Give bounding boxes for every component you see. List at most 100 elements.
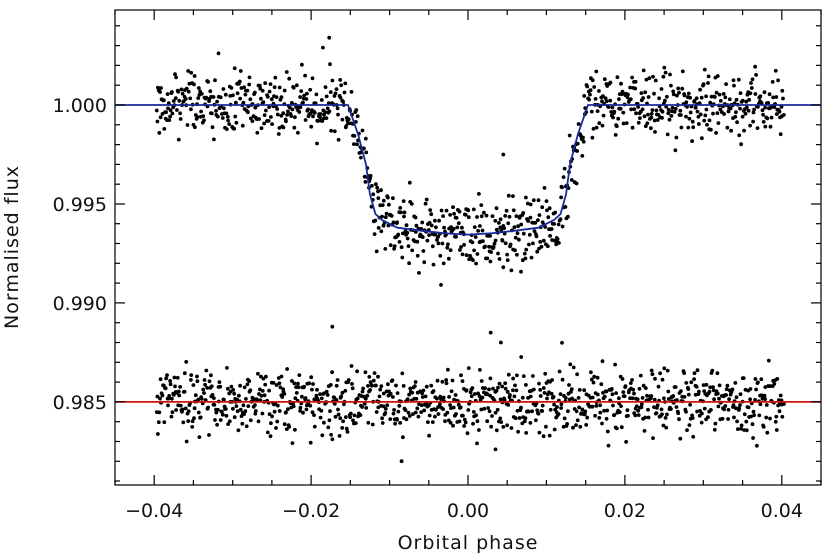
light-curve-point — [154, 108, 159, 113]
residual-point — [724, 393, 728, 397]
residual-point — [574, 423, 578, 427]
light-curve-point — [294, 83, 299, 88]
residual-point — [665, 412, 669, 417]
residual-point — [193, 393, 198, 398]
outlier-point — [501, 152, 506, 157]
residual-point — [734, 406, 738, 411]
light-curve-point — [264, 108, 268, 113]
residual-point — [238, 407, 243, 412]
light-curve-point — [771, 95, 776, 100]
residual-point — [239, 414, 244, 418]
light-curve-point — [576, 122, 581, 126]
light-curve-point — [588, 92, 592, 97]
x-tick-label: −0.04 — [125, 500, 183, 522]
residual-point — [710, 368, 715, 373]
y-axis-title: Normalised flux — [1, 165, 23, 329]
residual-point — [544, 424, 548, 429]
residual-point — [173, 384, 177, 389]
light-curve-point — [206, 80, 211, 84]
residual-point — [486, 406, 490, 410]
residual-point — [272, 409, 277, 414]
residual-point — [258, 387, 262, 392]
residual-point — [635, 397, 640, 402]
light-curve-point — [216, 114, 220, 119]
light-curve-point — [756, 105, 760, 109]
residual-point — [726, 417, 730, 421]
residual-point — [471, 410, 476, 414]
residual-point — [692, 377, 696, 381]
light-curve-point — [173, 96, 178, 100]
light-curve-point — [643, 124, 648, 129]
residual-point — [604, 416, 609, 421]
light-curve-point — [528, 215, 533, 220]
light-curve-point — [521, 231, 526, 236]
residual-point — [205, 386, 210, 390]
residual-point — [315, 387, 319, 392]
light-curve-point — [601, 113, 606, 118]
residual-point — [483, 386, 487, 391]
light-curve-point — [300, 62, 304, 67]
residual-point — [285, 367, 289, 371]
residual-point — [451, 405, 456, 410]
residual-point — [182, 371, 187, 376]
light-curve-point — [183, 97, 188, 101]
light-curve-point — [684, 114, 688, 119]
residual-point — [280, 395, 285, 399]
light-curve-point — [698, 112, 703, 117]
residual-point — [666, 389, 671, 394]
light-curve-point — [279, 95, 284, 99]
light-curve-point — [675, 93, 679, 98]
light-curve-point — [673, 148, 678, 153]
light-curve-point — [569, 178, 574, 182]
light-curve-point — [297, 110, 302, 114]
light-curve-point — [325, 106, 330, 111]
residual-point — [318, 415, 323, 420]
light-curve-point — [621, 110, 626, 115]
residual-point — [764, 415, 769, 420]
residual-point — [594, 404, 599, 408]
residual-point — [487, 409, 492, 414]
light-curve-point — [375, 185, 380, 190]
light-curve-point — [696, 114, 701, 119]
residual-point — [334, 398, 339, 402]
residual-point — [694, 384, 699, 389]
residual-point — [732, 415, 736, 420]
light-curve-point — [717, 92, 722, 97]
residual-point — [679, 389, 683, 393]
light-curve-point — [753, 64, 757, 69]
light-curve-point — [489, 250, 493, 255]
x-tick-label: 0.00 — [447, 500, 489, 522]
light-curve-point — [167, 118, 172, 122]
residual-point — [448, 403, 452, 407]
light-curve-point — [643, 90, 648, 95]
light-curve-point — [680, 86, 685, 91]
residual-point — [763, 385, 768, 389]
residual-point — [772, 382, 777, 386]
residual-point — [198, 415, 203, 420]
light-curve-point — [776, 78, 780, 83]
residual-point — [246, 404, 251, 408]
light-curve-point — [704, 107, 709, 112]
light-curve-point — [556, 222, 561, 227]
light-curve-point — [517, 237, 521, 242]
light-curve-point — [258, 83, 262, 88]
light-curve-point — [370, 183, 374, 188]
residual-point — [203, 398, 208, 402]
light-curve-point — [674, 135, 679, 140]
light-curve-point — [582, 94, 587, 98]
light-curve-point — [464, 253, 469, 258]
light-curve-point — [519, 269, 523, 274]
light-curve-point — [310, 76, 315, 81]
residual-point — [227, 419, 232, 424]
residual-point — [395, 391, 400, 395]
residual-point — [207, 433, 211, 437]
light-curve-point — [451, 226, 456, 231]
light-curve-point — [522, 251, 527, 256]
residual-point — [508, 393, 512, 397]
residual-point — [267, 412, 272, 417]
light-curve-point — [504, 208, 509, 213]
residual-point — [166, 403, 170, 408]
light-curve-point — [723, 95, 728, 100]
light-curve-point — [279, 113, 284, 118]
light-curve-point — [636, 105, 640, 109]
